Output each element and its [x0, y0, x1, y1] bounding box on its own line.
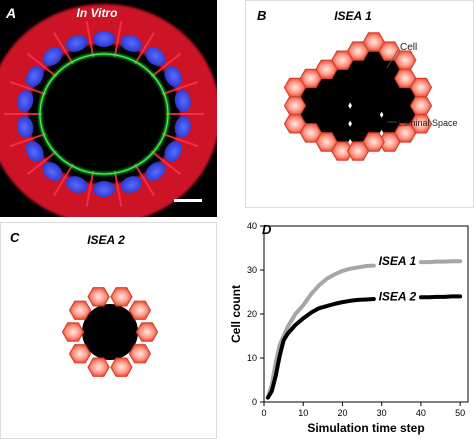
panel-b-letter: B [257, 8, 266, 23]
hex-cell [283, 95, 307, 116]
x-axis-label: Simulation time step [307, 421, 424, 435]
cell-border [134, 163, 155, 196]
nucleus [17, 116, 34, 138]
panel-b-title: ISEA 1 [334, 9, 372, 23]
x-tick-label: 40 [416, 408, 426, 418]
x-tick-label: 30 [377, 408, 387, 418]
cell-border [53, 163, 74, 196]
y-tick-label: 0 [252, 397, 257, 407]
cell-border [134, 32, 155, 65]
nucleus [145, 162, 166, 181]
isea2-hex-cluster [61, 287, 159, 377]
y-tick-label: 40 [247, 221, 257, 231]
cell-border [9, 132, 47, 148]
luminal-space-annotation: Luminal Space [398, 118, 458, 128]
nucleus [25, 66, 44, 87]
nucleus [93, 181, 115, 197]
nucleus [42, 47, 63, 66]
series-line-2 [265, 297, 376, 400]
panel-b: B ISEA 1 Cell Luminal Space [245, 0, 474, 208]
cell-border [26, 52, 58, 78]
nucleus [145, 47, 166, 66]
cell-borders [4, 21, 204, 207]
nucleus [174, 116, 191, 138]
y-tick-label: 10 [247, 353, 257, 363]
nucleus [120, 176, 143, 193]
x-tick-label: 20 [337, 408, 347, 418]
hex-cell [68, 300, 92, 320]
y-axis-label: Cell count [230, 285, 243, 343]
hex-cell [61, 322, 85, 342]
y-tick-label: 30 [247, 265, 257, 275]
cell-border [53, 32, 74, 65]
cell-border [85, 170, 95, 207]
y-tick-label: 20 [247, 309, 257, 319]
cell-border [26, 150, 58, 176]
nucleus [25, 141, 44, 162]
nucleus [93, 31, 115, 47]
hex-cell [394, 50, 417, 70]
cell-border [150, 52, 182, 78]
cell-border [113, 21, 123, 58]
cell-border [150, 150, 182, 176]
hex-cell [283, 77, 307, 98]
panel-a-title: In Vitro [77, 6, 118, 20]
series-label-2: ISEA 2 [379, 289, 417, 303]
panel-c-title: ISEA 2 [87, 233, 125, 247]
cell-count-chart: D 0 10 20 30 40 50 0 10 20 30 40 Simulation time st… [230, 221, 469, 435]
panel-a: A In Vitro [0, 0, 217, 217]
nucleus [120, 35, 143, 52]
nucleus [65, 176, 88, 193]
isea1-hex-cluster [283, 32, 433, 161]
cell-annotation: Cell [400, 42, 417, 53]
scale-bar [174, 199, 202, 202]
nucleus [17, 90, 34, 112]
x-tick-label: 10 [298, 408, 308, 418]
nucleus [164, 66, 183, 87]
series-line-1 [265, 263, 376, 400]
nucleus [174, 90, 191, 112]
panel-d-letter: D [262, 222, 272, 237]
hex-cell [331, 141, 354, 161]
panel-a-letter: A [5, 5, 16, 21]
panel-d: D 0 10 20 30 40 50 0 10 20 30 40 Simulation time st… [230, 210, 474, 439]
panel-c: C ISEA 2 [0, 222, 217, 439]
hex-cell [346, 141, 370, 161]
hex-cell [87, 357, 110, 377]
cell-border [85, 21, 95, 58]
cell-border [113, 170, 123, 207]
nuclei [17, 31, 191, 197]
series-line-1 [418, 259, 463, 265]
series-line-2 [418, 294, 463, 300]
nucleus [65, 35, 88, 52]
hex-cell [128, 344, 152, 364]
series-label-1: ISEA 1 [379, 254, 417, 268]
hex-cell [135, 322, 159, 342]
hex-cell [128, 300, 152, 320]
hex-cell [110, 357, 133, 377]
hex-cell [68, 344, 92, 364]
cell-border [9, 80, 47, 96]
cell-border [161, 80, 199, 96]
nucleus [164, 141, 183, 162]
in-vitro-micrograph: A In Vitro [0, 0, 217, 217]
x-tick-label: 0 [261, 408, 266, 418]
x-tick-label: 50 [455, 408, 465, 418]
hex-cell [409, 77, 433, 98]
cell-border [161, 132, 199, 148]
hex-cell [110, 287, 133, 307]
nucleus [42, 162, 63, 181]
hex-cell [409, 95, 433, 116]
hex-cell [87, 287, 110, 307]
panel-c-letter: C [10, 230, 20, 245]
